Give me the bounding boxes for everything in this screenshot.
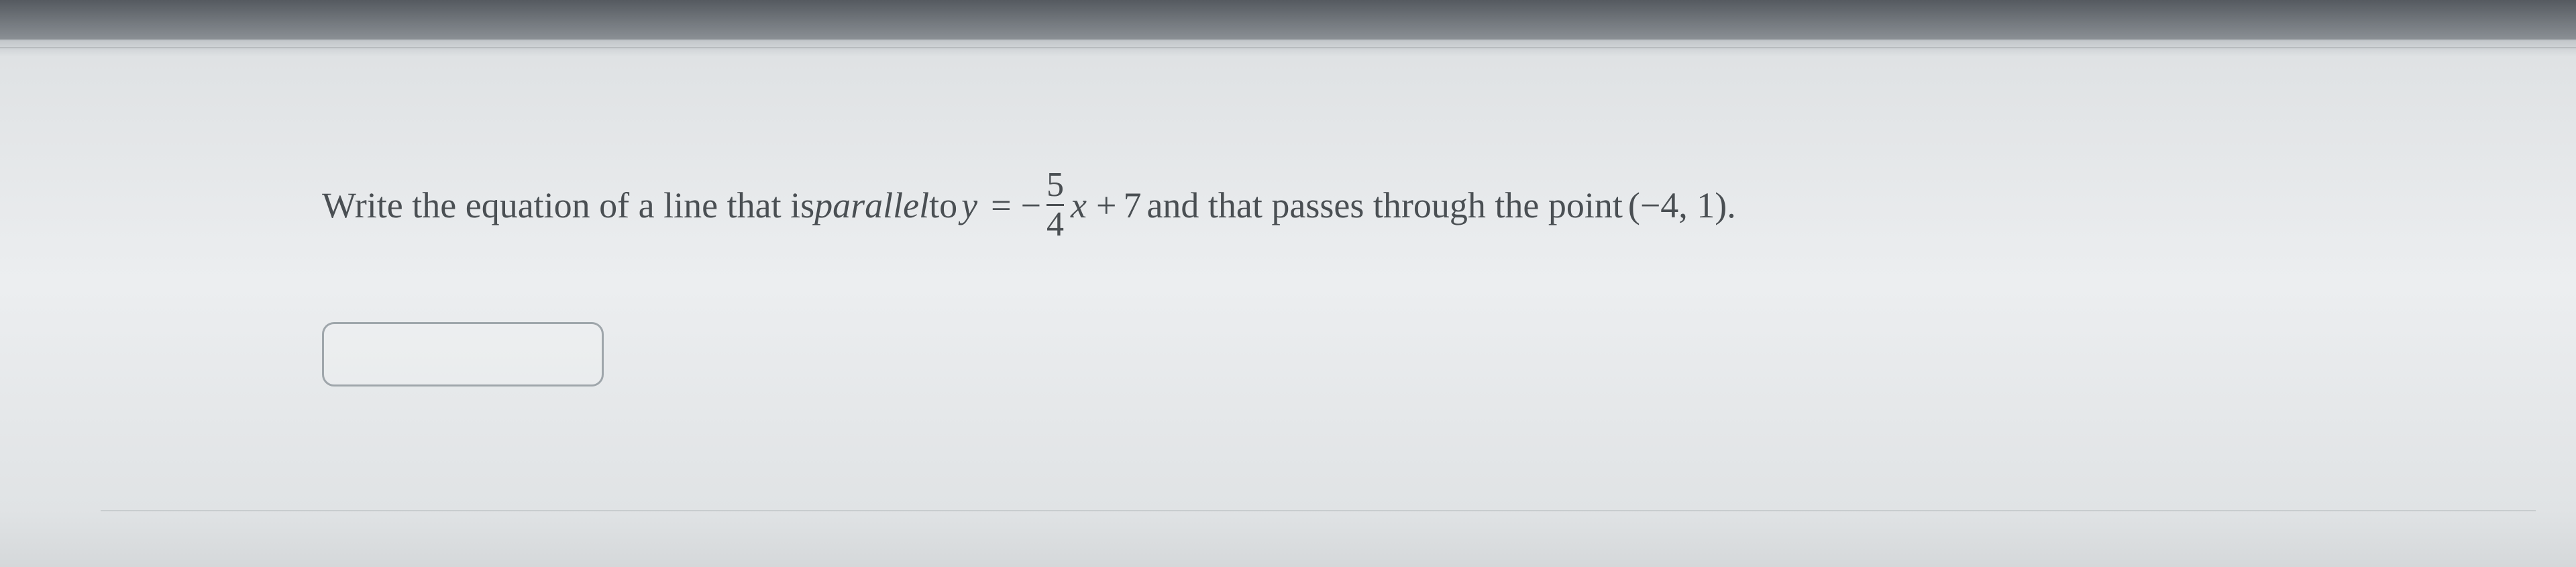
constant: 7	[1123, 187, 1146, 223]
variable-y: y	[957, 187, 981, 223]
fraction-denominator: 4	[1046, 206, 1064, 242]
question-area: Write the equation of a line that is par…	[0, 40, 2576, 242]
question-keyword: parallel	[814, 187, 929, 223]
question-prefix: Write the equation of a line that is	[322, 187, 814, 223]
window-top-band	[0, 0, 2576, 40]
question-mid2: and that passes through the point	[1146, 187, 1622, 223]
plus-sign: +	[1089, 187, 1123, 223]
fraction-numerator: 5	[1046, 168, 1064, 204]
point-value: (−4, 1).	[1623, 187, 1736, 223]
equals-sign: =	[981, 187, 1020, 223]
answer-input[interactable]	[324, 324, 602, 384]
question-text: Write the equation of a line that is par…	[0, 168, 2576, 242]
answer-box[interactable]	[322, 322, 604, 386]
fraction: 5 4	[1046, 168, 1064, 242]
variable-x: x	[1067, 187, 1089, 223]
negative-sign: −	[1021, 187, 1044, 223]
question-mid1: to	[929, 187, 957, 223]
divider-bottom	[101, 510, 2536, 511]
